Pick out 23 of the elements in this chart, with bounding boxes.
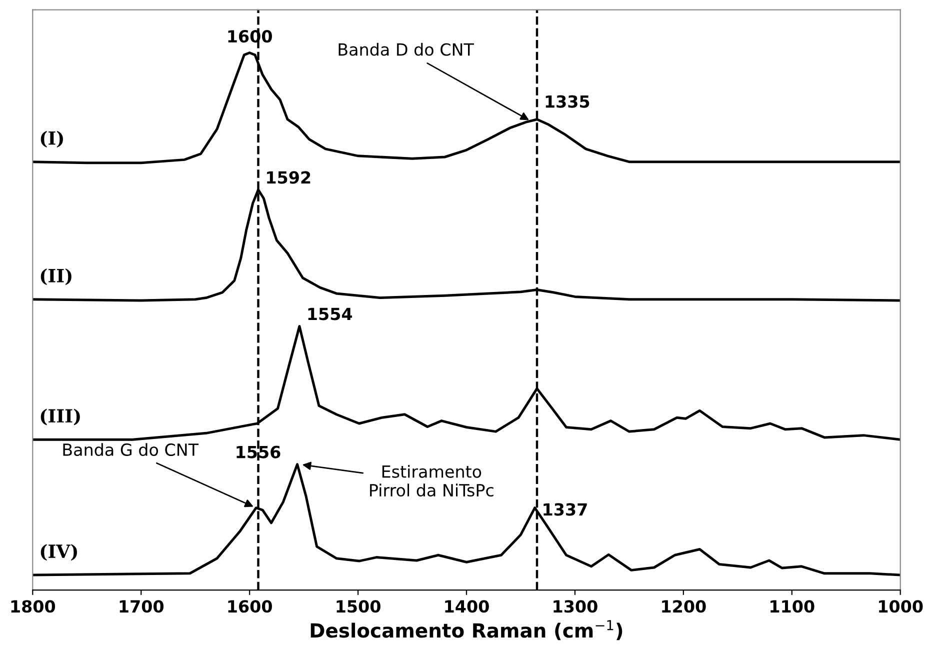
annotation: 1337 — [544, 503, 587, 516]
annotation: Estiramento Pirrol da NiTsPc — [370, 464, 494, 497]
series-label: (III) — [40, 408, 80, 426]
annotation: 1554 — [308, 308, 352, 320]
x-tick-label: 1400 — [445, 600, 489, 613]
series-label: (I) — [40, 130, 63, 148]
x-tick-label: 1000 — [879, 600, 923, 613]
x-tick-label: 1500 — [336, 600, 380, 613]
x-tick-label: 1300 — [554, 600, 598, 613]
x-axis-title: Deslocamento Raman (cm$^{−1}$) — [310, 620, 622, 640]
annotation: Banda G do CNT — [63, 443, 199, 456]
annotation: 1600 — [228, 30, 272, 43]
annotation: 1556 — [236, 446, 280, 458]
annotation: 1335 — [546, 95, 590, 108]
annotation: Banda D do CNT — [338, 42, 474, 56]
x-tick-label: 1100 — [770, 600, 814, 613]
x-tick-label: 1700 — [120, 600, 164, 613]
series-label: (IV) — [40, 544, 77, 561]
x-tick-label: 1200 — [662, 600, 706, 613]
annotation: 1592 — [267, 171, 310, 184]
series-label: (II) — [40, 268, 72, 286]
x-tick-label: 1600 — [228, 600, 272, 613]
x-tick-label: 1800 — [11, 600, 56, 613]
